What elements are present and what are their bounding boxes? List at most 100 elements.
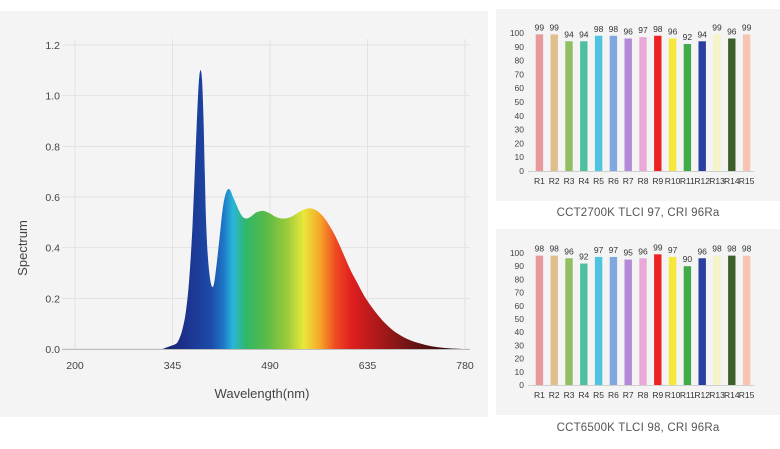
cri-bar-r5 xyxy=(594,35,603,171)
spectrum-x-tick-label: 490 xyxy=(261,360,279,372)
cri-category-label: R8 xyxy=(638,176,649,186)
cri-bar-r9 xyxy=(654,35,662,171)
cri-bar-value-label: 96 xyxy=(668,27,678,37)
cri-bar-value-label: 94 xyxy=(697,29,707,39)
cri-bar-value-label: 94 xyxy=(579,29,589,39)
cri-y-tick-label: 20 xyxy=(515,138,525,148)
cri-bar-value-label: 99 xyxy=(653,242,663,252)
cri-category-label: R9 xyxy=(652,390,663,400)
cri-category-label: R11 xyxy=(680,176,695,186)
cri-category-label: R14 xyxy=(724,176,740,186)
cri-bar-value-label: 96 xyxy=(638,246,648,256)
cri-category-label: R1 xyxy=(534,176,545,186)
cri-y-tick-label: 100 xyxy=(510,28,524,38)
cri-chart-2700k-caption: CCT2700K TLCI 97, CRI 96Ra xyxy=(556,207,720,219)
cri-category-label: R15 xyxy=(739,390,755,400)
cri-y-tick-label: 40 xyxy=(515,327,525,337)
cri-bar-value-label: 98 xyxy=(594,24,604,34)
cri-bar-value-label: 98 xyxy=(742,244,752,254)
cri-bar-r3 xyxy=(565,41,573,171)
cri-y-tick-label: 30 xyxy=(515,340,525,350)
cri-category-label: R7 xyxy=(623,390,634,400)
cri-bar-r7 xyxy=(624,259,632,385)
cri-bar-r5 xyxy=(594,256,603,385)
cri-bar-r14 xyxy=(728,38,736,171)
cri-chart-6500k-caption: CCT6500K TLCI 98, CRI 96Ra xyxy=(556,422,720,434)
cri-bar-value-label: 98 xyxy=(727,244,737,254)
cri-category-label: R5 xyxy=(593,176,604,186)
spectrum-y-tick-label: 0.6 xyxy=(45,192,60,204)
cri-y-tick-label: 70 xyxy=(515,69,525,79)
cri-category-label: R12 xyxy=(694,390,710,400)
spectrum-chart-panel: 0.0 0.2 0.4 0.6 0.8 1.0 1.2 200 345 490 635 780 Wa… xyxy=(0,11,488,417)
cri-bar-r2 xyxy=(550,255,558,385)
cri-y-tick-label: 70 xyxy=(515,288,525,298)
cri-bar-r7 xyxy=(624,38,632,171)
cri-bar-value-label: 99 xyxy=(535,22,545,32)
cri-chart-2700k-panel: 0 10 20 30 40 50 60 70 80 90 100 99 R1 99 R2 94 R3 94 R4 98… xyxy=(496,9,780,201)
cri-bar-value-label: 98 xyxy=(712,244,722,254)
cri-bar-r8 xyxy=(639,37,647,171)
cri-axes-2: 0 10 20 30 40 50 60 70 80 90 100 xyxy=(510,248,754,390)
cri-bar-r9 xyxy=(654,254,662,385)
cri-bar-r1 xyxy=(535,34,544,171)
cri-category-label: R10 xyxy=(665,390,681,400)
spectrum-y-tick-label: 0.4 xyxy=(45,243,60,255)
cri-y-tick-label: 60 xyxy=(515,301,525,311)
spectrum-y-tick-label: 1.2 xyxy=(45,40,60,52)
cri-bar-value-label: 96 xyxy=(697,246,707,256)
spectrum-y-tick-label: 1.0 xyxy=(45,91,60,103)
cri-bar-value-label: 98 xyxy=(609,24,619,34)
cri-bar-r3 xyxy=(565,258,573,385)
cri-bar-value-label: 98 xyxy=(653,24,663,34)
cri-bar-r1 xyxy=(535,255,544,385)
cri-bar-r13 xyxy=(713,255,721,385)
cri-bar-r12 xyxy=(698,258,706,385)
spectrum-area xyxy=(162,70,462,349)
cri-y-tick-label: 10 xyxy=(515,152,525,162)
cri-bar-value-label: 97 xyxy=(668,245,678,255)
spectrum-y-tick-label: 0.2 xyxy=(45,293,60,305)
cri-category-label: R13 xyxy=(709,176,725,186)
cri-category-label: R2 xyxy=(549,390,560,400)
cri-bar-r13 xyxy=(713,34,721,171)
cri-bar-r10 xyxy=(668,38,677,171)
cri-y-tick-label: 50 xyxy=(515,97,525,107)
cri-bar-value-label: 97 xyxy=(609,245,619,255)
cri-category-label: R7 xyxy=(623,176,634,186)
cri-y-tick-label: 0 xyxy=(519,166,524,176)
cri-bar-r15 xyxy=(742,255,751,385)
cri-category-label: R3 xyxy=(564,176,575,186)
cri-bar-value-label: 98 xyxy=(535,244,545,254)
cri-category-label: R8 xyxy=(638,390,649,400)
cri-y-tick-label: 10 xyxy=(515,367,525,377)
cri-bar-value-label: 99 xyxy=(549,22,559,32)
spectrum-y-ticks: 0.0 0.2 0.4 0.6 0.8 1.0 1.2 xyxy=(45,40,60,356)
spectrum-x-ticks: 200 345 490 635 780 xyxy=(66,360,474,372)
cri-bar-r12 xyxy=(698,41,706,171)
cri-y-tick-label: 30 xyxy=(515,125,525,135)
cri-bar-r2 xyxy=(550,34,558,171)
cri-y-tick-label: 40 xyxy=(515,111,525,121)
spectrum-chart: 0.0 0.2 0.4 0.6 0.8 1.0 1.2 200 345 490 635 780 Wa… xyxy=(15,39,474,401)
cri-bar-r4 xyxy=(580,41,588,171)
cri-axes-1: 0 10 20 30 40 50 60 70 80 90 100 xyxy=(510,28,754,176)
cri-y-tick-label: 80 xyxy=(515,274,525,284)
cri-category-label: R15 xyxy=(739,176,755,186)
cri-y-tick-label: 80 xyxy=(515,56,525,66)
cri-bar-r11 xyxy=(683,266,692,385)
cri-category-label: R10 xyxy=(665,176,681,186)
cri-category-label: R14 xyxy=(724,390,740,400)
cri-bar-value-label: 98 xyxy=(549,244,559,254)
cri-y-tick-label: 50 xyxy=(515,314,525,324)
spectrum-y-tick-label: 0.0 xyxy=(45,344,60,356)
cri-chart-6500k: 0 10 20 30 40 50 60 70 80 90 100 98 R1 98 R2 96 R3 92 R4 97… xyxy=(510,242,755,400)
cri-bar-value-label: 96 xyxy=(727,27,737,37)
cri-category-label: R4 xyxy=(578,176,589,186)
cri-bar-value-label: 96 xyxy=(623,27,633,37)
cri-category-label: R11 xyxy=(680,390,695,400)
cri-bar-r10 xyxy=(668,256,677,385)
cri-category-label: R3 xyxy=(564,390,575,400)
cri-bar-r4 xyxy=(580,263,588,385)
cri-chart-6500k-panel: 0 10 20 30 40 50 60 70 80 90 100 98 R1 98 R2 96 R3 92 R4 97… xyxy=(496,229,780,415)
